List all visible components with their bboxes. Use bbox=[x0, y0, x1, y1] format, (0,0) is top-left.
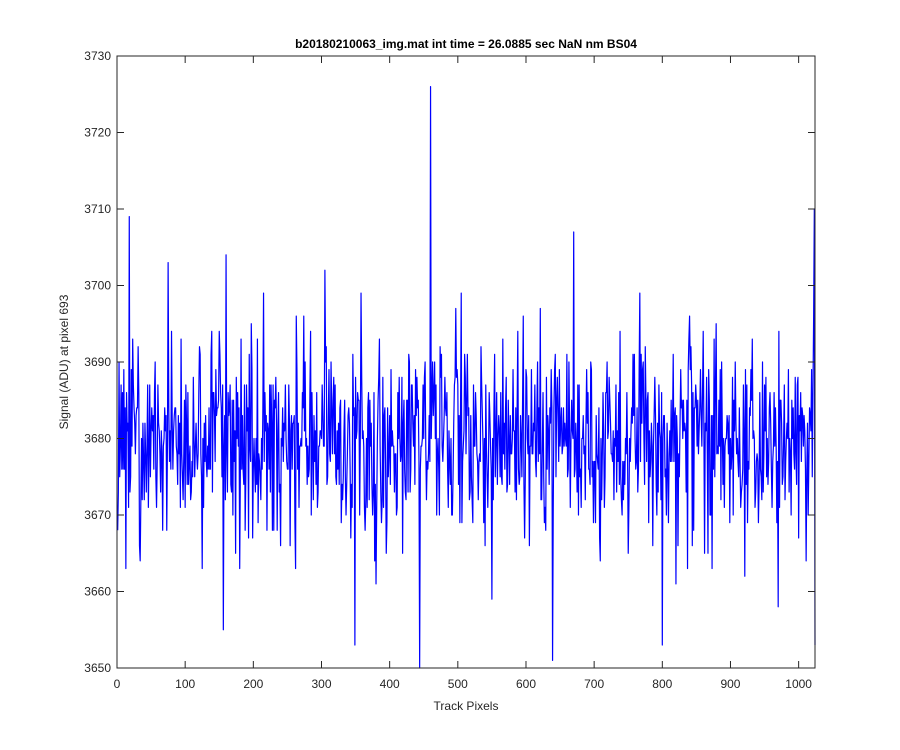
x-tick-label: 600 bbox=[516, 677, 536, 691]
series-line bbox=[117, 86, 816, 669]
x-tick-label: 500 bbox=[448, 677, 468, 691]
x-tick-label: 300 bbox=[311, 677, 331, 691]
y-tick-label: 3690 bbox=[84, 355, 111, 369]
x-axis-ticks: 0 100 200 300 400 500 600 700 800 900 1000 bbox=[114, 56, 812, 691]
x-tick-label: 1000 bbox=[785, 677, 812, 691]
y-tick-label: 3670 bbox=[84, 508, 111, 522]
x-tick-label: 0 bbox=[114, 677, 121, 691]
y-axis-label: Signal (ADU) at pixel 693 bbox=[57, 294, 71, 429]
chart-title: b20180210063_img.mat int time = 26.0885 … bbox=[295, 37, 637, 51]
y-tick-label: 3700 bbox=[84, 279, 111, 293]
y-tick-label: 3720 bbox=[84, 126, 111, 140]
x-tick-label: 700 bbox=[584, 677, 604, 691]
data-layer bbox=[117, 86, 816, 669]
x-tick-label: 200 bbox=[243, 677, 263, 691]
y-axis-ticks: 3650 3660 3670 3680 3690 3700 3710 3720 3730 bbox=[84, 49, 815, 675]
x-tick-label: 100 bbox=[175, 677, 195, 691]
plot-area bbox=[117, 56, 815, 668]
y-tick-label: 3730 bbox=[84, 49, 111, 63]
x-tick-label: 400 bbox=[380, 677, 400, 691]
y-tick-label: 3650 bbox=[84, 661, 111, 675]
x-axis-label: Track Pixels bbox=[434, 699, 499, 713]
x-tick-label: 800 bbox=[652, 677, 672, 691]
x-tick-label: 900 bbox=[720, 677, 740, 691]
y-tick-label: 3680 bbox=[84, 432, 111, 446]
y-tick-label: 3660 bbox=[84, 585, 111, 599]
y-tick-label: 3710 bbox=[84, 202, 111, 216]
